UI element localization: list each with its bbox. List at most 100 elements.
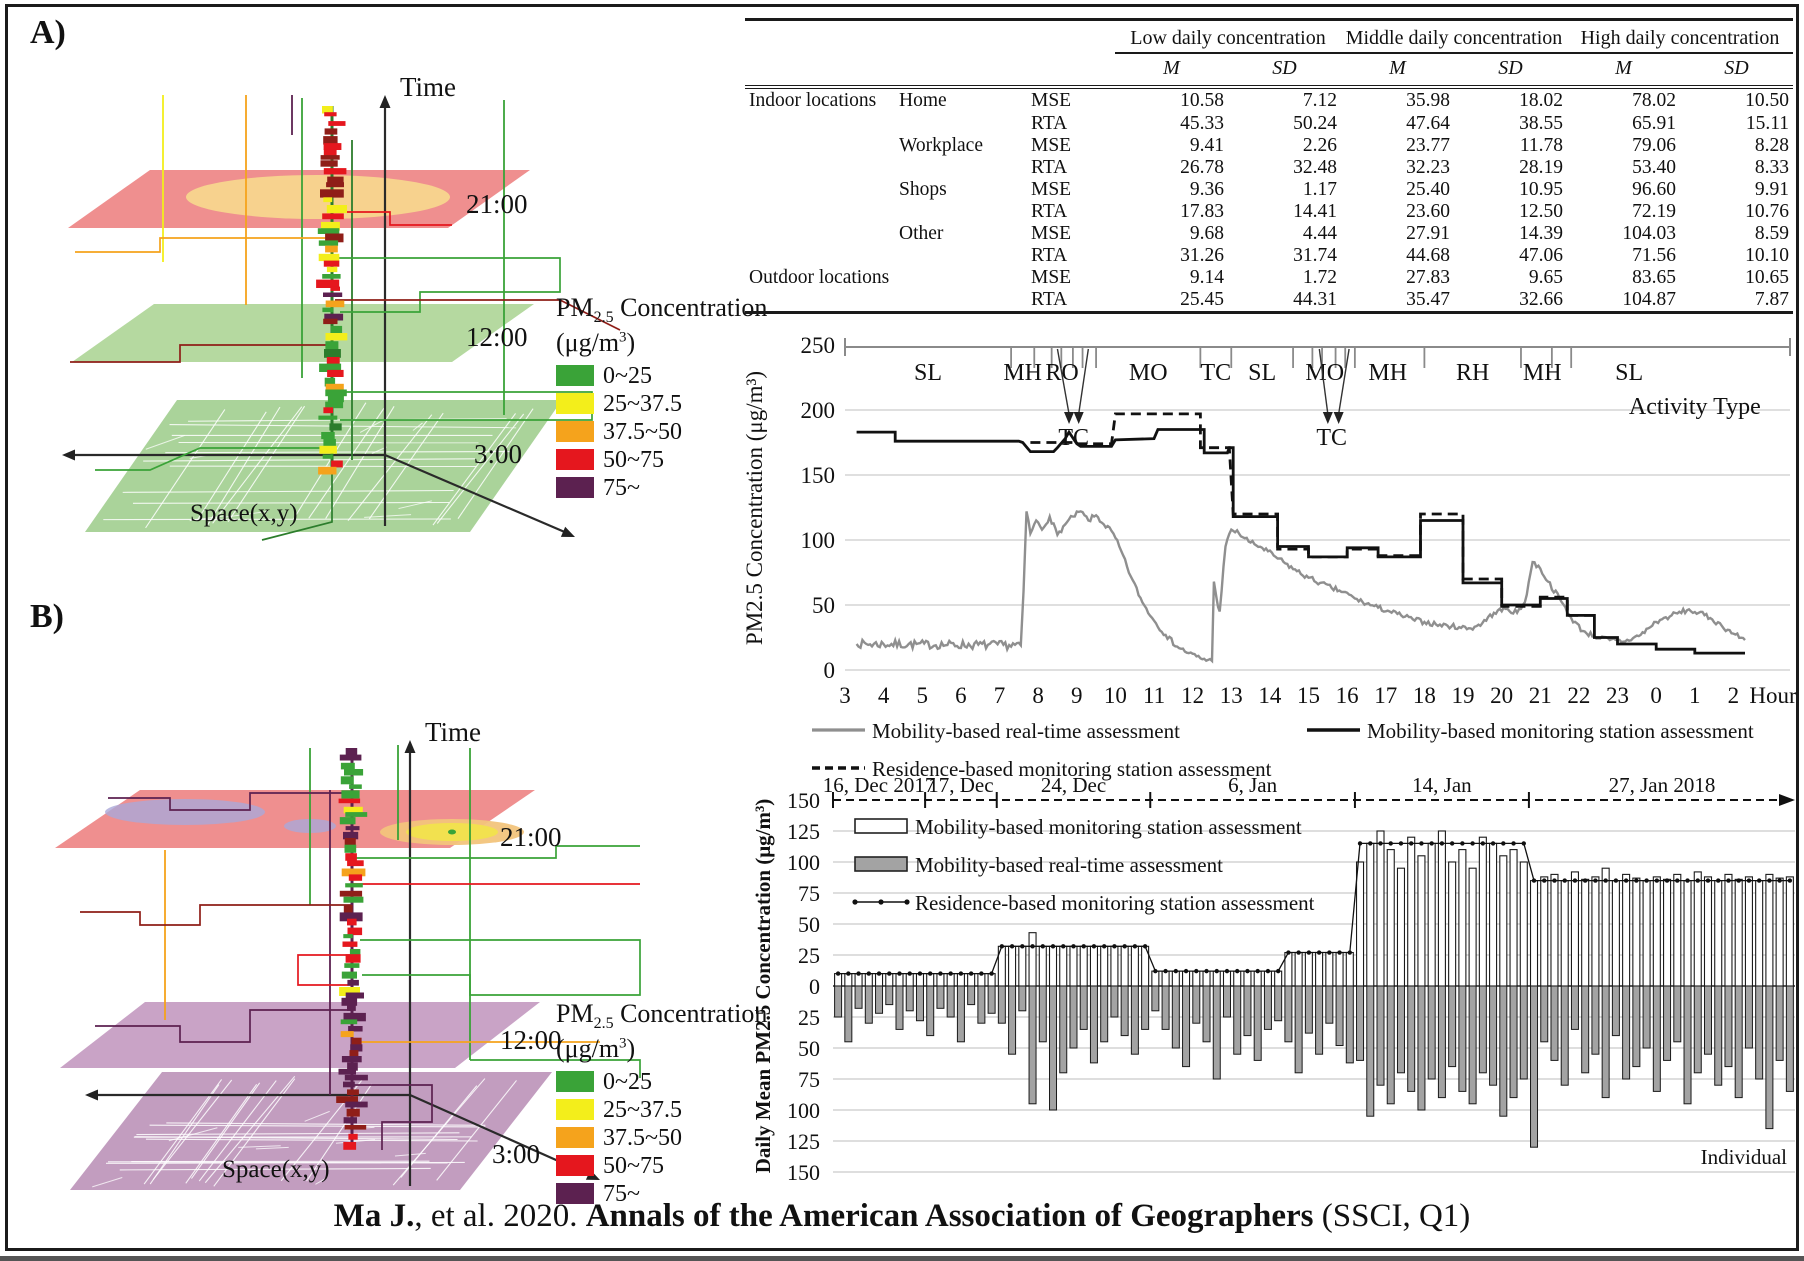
residence-dot [1388, 841, 1393, 846]
residence-dot [1101, 944, 1107, 949]
citation-index: (SSCI, Q1) [1313, 1198, 1471, 1234]
pm-range-label: 37.5~50 [603, 418, 682, 445]
plane-time-label: 3:00 [474, 439, 522, 469]
bar-monitoring-station [1294, 951, 1303, 987]
legend-label: Residence-based monitoring station asses… [915, 891, 1315, 915]
tc-arrow-line [1056, 348, 1070, 415]
table-value: 44.31 [1293, 289, 1337, 310]
trajectory-segment [348, 1026, 363, 1032]
table-row: RTA 25.45 44.31 35.47 32.66 104.87 7.87 [745, 289, 1793, 313]
residence-dot [1132, 944, 1138, 949]
table-value: 8.28 [1754, 135, 1789, 156]
bar-monitoring-station [1048, 945, 1058, 987]
trajectory-segment [345, 812, 368, 817]
tc-arrowhead [1073, 412, 1084, 424]
trajectory-segment [322, 106, 333, 114]
residence-dot [1122, 944, 1127, 949]
trajectory-segment [344, 963, 360, 968]
trajectory-segment [325, 333, 348, 341]
residence-dot [928, 971, 933, 976]
y-tick-label: 0 [824, 658, 836, 683]
citation-etal: , et al. 2020. [414, 1198, 586, 1234]
x-tick-label: 22 [1567, 683, 1590, 708]
bar-realtime [1775, 985, 1784, 1061]
street [143, 458, 476, 462]
bar-realtime [1222, 985, 1231, 1018]
legend-label: Mobility-based monitoring station assess… [915, 815, 1302, 839]
residence-dot [1429, 841, 1434, 846]
trajectory-segment [347, 1089, 359, 1096]
table-value: 104.03 [1622, 223, 1676, 244]
table-cell: RTA [1031, 245, 1068, 266]
y-axis-label: PM2.5 Concentration (μg/m³) [742, 371, 767, 645]
street [132, 501, 450, 504]
bar-realtime [1540, 985, 1549, 1043]
residence-dot [1613, 878, 1619, 883]
residence-dot [1275, 968, 1281, 974]
bar-realtime [967, 985, 976, 1006]
pm-legend-item: 0~25 [556, 1070, 786, 1094]
table-cell: MSE [1031, 223, 1072, 244]
trajectory-segment [323, 168, 347, 175]
residence-dot [1572, 878, 1578, 883]
bar-realtime [1611, 985, 1620, 1037]
table-row: Indoor locations Home MSE 10.58 7.12 35.98 18.… [745, 87, 1793, 113]
trajectory-segment [342, 941, 358, 947]
bar-realtime [1519, 985, 1528, 1080]
bar-monitoring-station [1253, 970, 1262, 987]
bar-realtime [1560, 985, 1569, 1086]
residence-dot [1265, 968, 1271, 974]
bar-realtime [1581, 985, 1590, 1074]
legend-bar-gray [854, 856, 908, 872]
tc-arrow-line [1318, 348, 1329, 415]
bar-monitoring-station [1008, 945, 1017, 987]
bar-monitoring-station [1601, 867, 1610, 987]
trajectory-segment [345, 748, 358, 756]
residence-dot [897, 971, 902, 976]
bar-monitoring-station [1489, 842, 1498, 987]
table-value: 27.83 [1406, 267, 1450, 288]
trajectory-path [330, 211, 452, 226]
residence-dot [1501, 841, 1506, 846]
trajectory-segment [343, 934, 353, 939]
y-tick-label: 125 [787, 1129, 820, 1154]
street [368, 412, 444, 520]
x-tick-label: 0 [1650, 683, 1662, 708]
bar-monitoring-station [1652, 876, 1661, 987]
street [304, 1110, 330, 1122]
bar-realtime [1724, 985, 1733, 1068]
trajectory-segment [325, 341, 339, 349]
table-value: 10.50 [1745, 90, 1789, 111]
plane-time-label: 12:00 [466, 322, 528, 352]
trajectory-segment [323, 143, 342, 150]
trajectory-segment [347, 918, 357, 926]
citation: Ma J., et al. 2020. Annals of the Americ… [0, 1198, 1804, 1235]
activity-label: SL [914, 360, 942, 386]
street [152, 1079, 233, 1180]
bar-monitoring-station [1028, 932, 1037, 987]
table-value: 10.76 [1745, 201, 1789, 222]
bar-realtime [1437, 985, 1446, 1099]
residence-dot [1378, 841, 1383, 846]
trajectory-segment [339, 754, 362, 761]
bar-monitoring-station [1540, 876, 1549, 987]
street [166, 1122, 486, 1126]
street [392, 1078, 486, 1186]
residence-dot [1183, 968, 1189, 974]
bar-monitoring-station [1755, 880, 1764, 987]
bar-monitoring-station [1161, 970, 1170, 987]
bar-monitoring-station [1417, 855, 1426, 987]
table-value: 45.33 [1180, 113, 1224, 134]
legend-label: Mobility-based real-time assessment [915, 853, 1223, 877]
bar-monitoring-station [1468, 867, 1477, 987]
residence-dot [1726, 878, 1731, 883]
bar-realtime [1489, 985, 1498, 1086]
bar-realtime [905, 985, 914, 1012]
pm-swatch [556, 477, 594, 499]
trajectory-segment [345, 954, 361, 963]
residence-dot [1746, 878, 1752, 883]
pm-legend-item: 50~75 [556, 448, 786, 472]
daily-mean-bar-chart: 150 125 100 75 50 25 0 25 50 75 100 125 150 Daily Mea… [751, 773, 1795, 1185]
trajectory-path [261, 470, 333, 541]
trajectory-segment [326, 182, 344, 188]
